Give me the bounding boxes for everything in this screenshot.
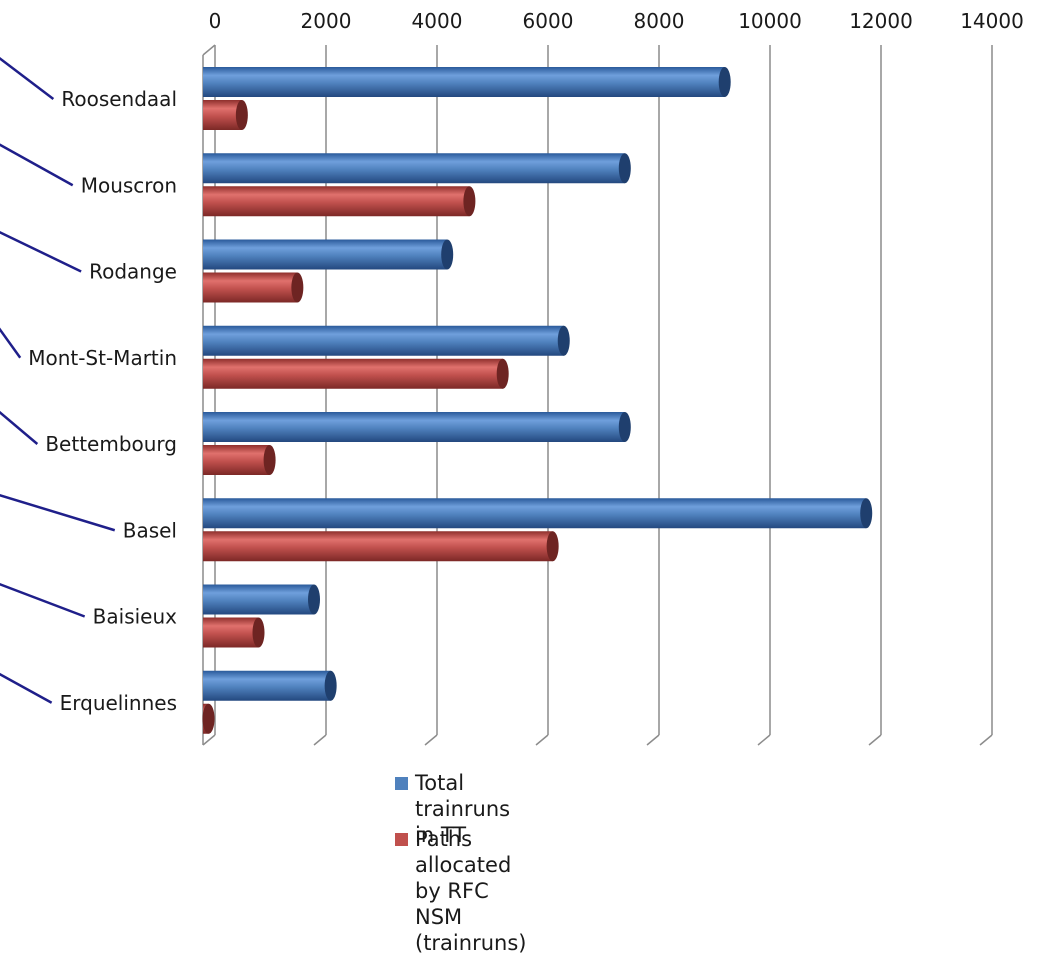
gridline-foot bbox=[646, 734, 660, 746]
bar-total bbox=[203, 325, 564, 356]
bar-total bbox=[203, 498, 867, 529]
bar-cap bbox=[546, 531, 559, 562]
x-tick-label: 2000 bbox=[301, 9, 352, 33]
bar-total bbox=[203, 412, 625, 442]
gridline-foot bbox=[202, 734, 216, 746]
category-label: Roosendaal bbox=[61, 87, 177, 111]
bar-cap bbox=[291, 272, 304, 303]
x-tick-label: 8000 bbox=[634, 9, 685, 33]
bar-total bbox=[203, 67, 725, 97]
bar-cap bbox=[324, 670, 337, 701]
x-tick-label: 14000 bbox=[960, 9, 1024, 33]
legend-label-allocated: Paths allocated by RFC NSM (trainruns) bbox=[415, 827, 527, 955]
bar-cap bbox=[463, 186, 476, 217]
x-tick-label: 4000 bbox=[412, 9, 463, 33]
bar-cap bbox=[308, 584, 320, 615]
gridline-foot bbox=[313, 734, 327, 746]
leader-line bbox=[0, 582, 86, 618]
gridline-foot bbox=[979, 734, 993, 746]
bar-cap bbox=[441, 239, 454, 270]
legend-label-total: Total trainruns in TT bbox=[415, 771, 511, 847]
bar-allocated bbox=[203, 100, 242, 130]
chart: 0 2000 4000 6000 8000 10000 12000 14000 Roosend… bbox=[0, 9, 1024, 955]
category-label: Bettembourg bbox=[45, 432, 177, 456]
bar-cap bbox=[618, 153, 631, 184]
category-label: Mont-St-Martin bbox=[28, 346, 177, 370]
category-label: Basel bbox=[123, 518, 177, 542]
bar-total bbox=[203, 584, 314, 615]
bar-cap bbox=[496, 358, 509, 389]
gridline-foot bbox=[868, 734, 882, 746]
category-label: Erquelinnes bbox=[60, 691, 177, 715]
bar-cap bbox=[860, 498, 873, 529]
bar-cap bbox=[618, 412, 631, 442]
gridline-foot bbox=[535, 734, 549, 746]
bar-total bbox=[203, 670, 331, 701]
bar-allocated bbox=[203, 617, 259, 648]
bar-cap bbox=[235, 100, 248, 130]
x-tick-label: 6000 bbox=[523, 9, 574, 33]
bar-allocated bbox=[203, 186, 470, 217]
bar-total bbox=[203, 153, 625, 184]
leader-line bbox=[0, 57, 55, 100]
legend-swatch-total bbox=[395, 777, 408, 790]
bar-cap bbox=[252, 617, 265, 648]
x-tick-label: 0 bbox=[209, 9, 222, 33]
x-tick-label: 10000 bbox=[738, 9, 802, 33]
bar-allocated bbox=[203, 531, 553, 562]
category-label: Rodange bbox=[89, 260, 177, 284]
leader-line bbox=[0, 493, 116, 532]
leader-line bbox=[0, 327, 22, 359]
axis-line bbox=[202, 44, 216, 56]
bar-cap bbox=[718, 67, 731, 97]
gridline-foot bbox=[424, 734, 438, 746]
bar-total bbox=[203, 239, 448, 270]
leader-line bbox=[0, 672, 53, 704]
bar-cap bbox=[557, 325, 570, 356]
legend-swatch-allocated bbox=[395, 833, 408, 846]
bar-cap bbox=[202, 703, 215, 734]
bar-cap bbox=[263, 445, 276, 475]
leader-line bbox=[0, 143, 74, 187]
leader-line bbox=[0, 230, 82, 273]
x-tick-label: 12000 bbox=[849, 9, 913, 33]
category-label: Mouscron bbox=[81, 173, 177, 197]
chart-plot: 0 2000 4000 6000 8000 10000 12000 14000 Roosend… bbox=[0, 9, 1024, 746]
gridline-foot bbox=[757, 734, 771, 746]
category-label: Baisieux bbox=[93, 605, 177, 629]
bar-allocated bbox=[203, 272, 298, 303]
leader-line bbox=[0, 410, 39, 445]
bar-allocated bbox=[203, 445, 270, 475]
bar-allocated bbox=[203, 358, 503, 389]
